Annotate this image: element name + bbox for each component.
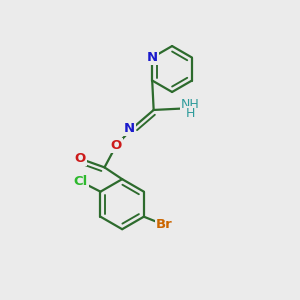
Text: Cl: Cl [74,175,88,188]
Text: Br: Br [156,218,173,231]
Text: O: O [111,139,122,152]
Text: O: O [75,152,86,165]
Text: NH: NH [181,98,200,111]
Text: N: N [147,51,158,64]
Text: H: H [186,107,195,120]
Text: N: N [123,122,134,135]
